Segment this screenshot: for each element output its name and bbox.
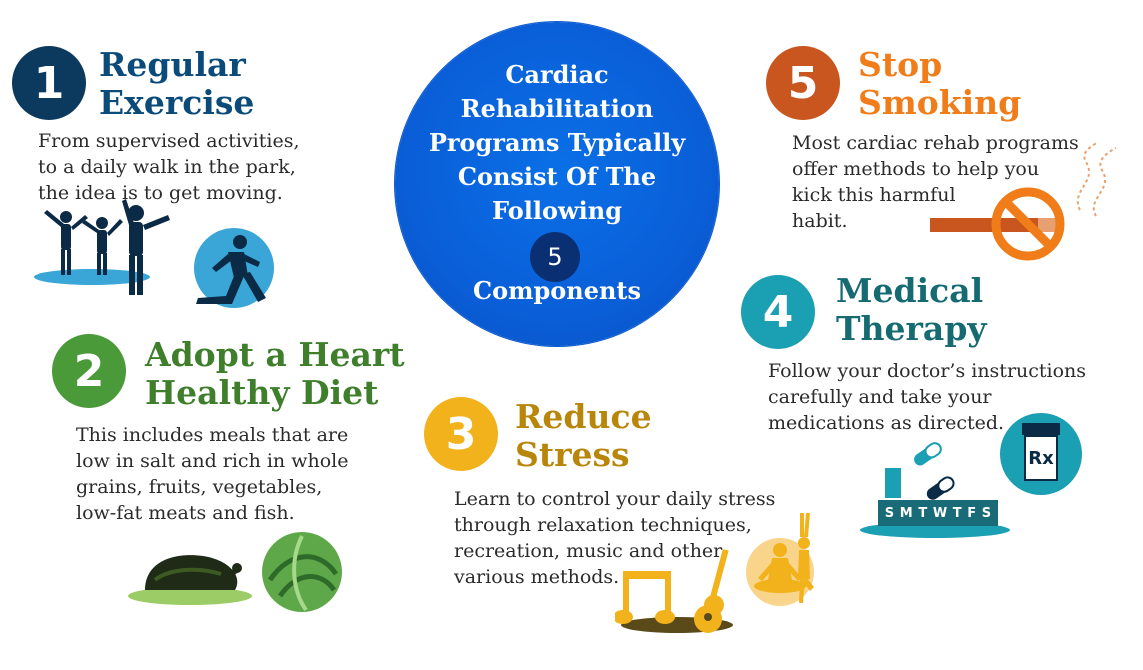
step-number-3: 3 (424, 397, 498, 471)
step-title-reduce-stress: Reduce Stress (515, 398, 652, 474)
center-heading: Cardiac Rehabilitation Programs Typicall… (395, 58, 719, 228)
step-number-1: 1 (12, 46, 86, 120)
description-line: low-fat meats and fish. (76, 502, 295, 524)
pill-day: S (981, 505, 992, 521)
step-title-line: Regular (99, 45, 246, 84)
guitar-icon (694, 549, 729, 633)
meditation-icon (746, 538, 814, 606)
step-description-4: Follow your doctor’s instructions carefu… (768, 358, 1086, 436)
step-description-5: Most cardiac rehab programs offer method… (792, 130, 1079, 234)
center-heading-line: Programs Typically (428, 128, 686, 157)
step-title-medical-therapy: Medical Therapy (836, 272, 987, 348)
description-line: From supervised activities, (38, 130, 300, 152)
center-circle (395, 22, 719, 346)
step-number-4: 4 (741, 275, 815, 349)
rx-label: Rx (1024, 435, 1058, 481)
step-title-line: Smoking (858, 83, 1022, 122)
description-line: habit. (792, 210, 848, 232)
description-line: through relaxation techniques, (454, 514, 752, 536)
description-line: medications as directed. (768, 412, 1005, 434)
pill-day: S (884, 505, 895, 521)
description-line: low in salt and rich in whole (76, 450, 349, 472)
description-line: Most cardiac rehab programs (792, 132, 1079, 154)
description-line: Learn to control your daily stress (454, 488, 776, 510)
description-line: Follow your doctor’s instructions (768, 360, 1087, 382)
step-title-regular-exercise: Regular Exercise (99, 46, 254, 122)
step-title-heart-healthy-diet: Adopt a Heart Healthy Diet (145, 336, 405, 412)
description-line: This includes meals that are (76, 424, 349, 446)
step-description-2: This includes meals that are low in salt… (76, 422, 348, 526)
center-count-badge: 5 (530, 232, 580, 282)
pill-organizer-shadow (860, 522, 1010, 538)
bottle-cap (1022, 423, 1060, 435)
step-title-line: Reduce (515, 397, 652, 436)
description-line: recreation, music and other (454, 540, 723, 562)
runner-icon (194, 228, 274, 308)
pill-organizer-icon: S M T W T F S (860, 496, 1010, 540)
step-title-line: Exercise (99, 83, 255, 122)
description-line: to a daily walk in the park, (38, 156, 296, 178)
center-heading-line: Following (492, 196, 622, 225)
pill-organizer-lid (885, 468, 901, 498)
cabbage-icon (262, 532, 342, 612)
center-heading-line: Consist Of The (457, 162, 657, 191)
no-smoking-icon (930, 141, 1117, 261)
step-title-line: Healthy Diet (145, 373, 379, 412)
step-description-1: From supervised activities, to a daily w… (38, 128, 299, 206)
roast-chicken-icon (128, 555, 252, 605)
pill-day: T (918, 505, 928, 521)
step-title-stop-smoking: Stop Smoking (858, 46, 1021, 122)
step-title-line: Stress (515, 435, 630, 474)
people-exercising-icon (34, 199, 170, 295)
description-line: grains, fruits, vegetables, (76, 476, 323, 498)
center-heading-line: Rehabilitation (460, 94, 654, 123)
center-components-label: Components (472, 276, 642, 305)
step-title-line: Adopt a Heart (145, 335, 405, 374)
description-line: the idea is to get moving. (38, 182, 283, 204)
prescription-bottle-icon: Rx (1000, 413, 1082, 495)
description-line: various methods. (454, 566, 620, 588)
description-line: offer methods to help you (792, 158, 1040, 180)
step-title-line: Medical (836, 271, 984, 310)
center-heading-line: Cardiac (505, 60, 609, 89)
step-title-line: Therapy (836, 309, 987, 348)
description-line: kick this harmful (792, 184, 956, 206)
pill-organizer-days: S M T W T F S (878, 500, 998, 526)
yoga-icon (798, 513, 814, 603)
step-title-line: Stop (858, 45, 943, 84)
pill-day: T (952, 505, 962, 521)
step-number-5: 5 (766, 46, 840, 120)
step-number-2: 2 (52, 334, 126, 408)
pill-icon (914, 442, 955, 500)
pill-day: M (899, 505, 913, 521)
description-line: carefully and take your (768, 386, 992, 408)
pill-day: F (967, 505, 977, 521)
step-description-3: Learn to control your daily stress throu… (454, 486, 775, 590)
pill-day: W (932, 505, 948, 521)
